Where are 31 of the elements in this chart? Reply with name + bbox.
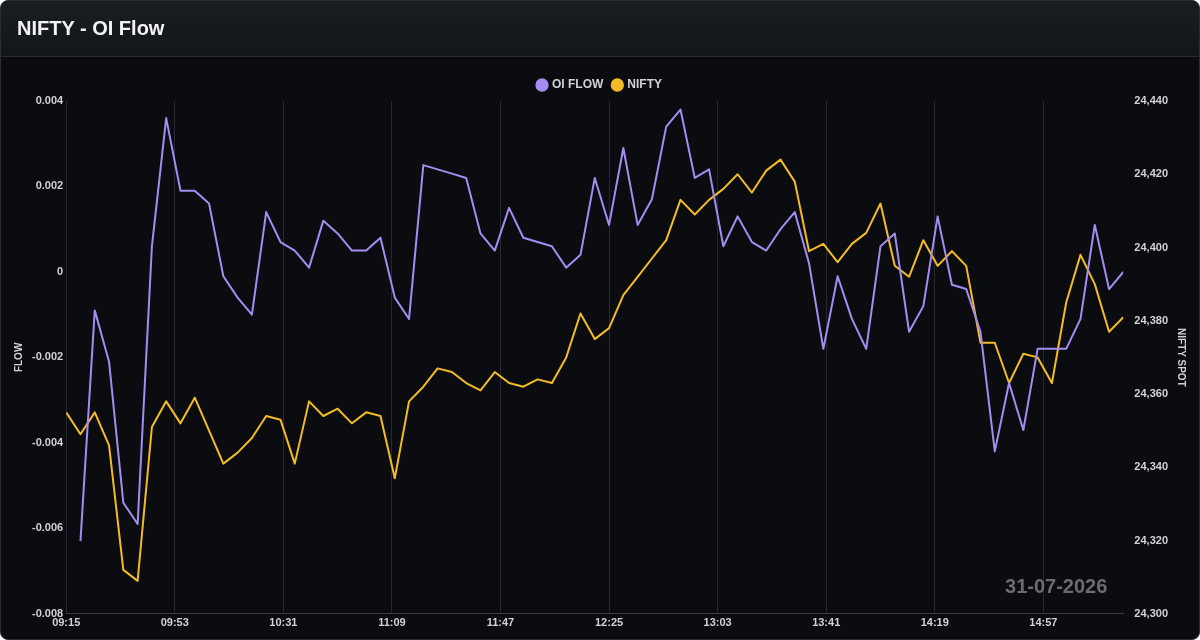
y2-tick-label: 24,340	[1134, 460, 1169, 473]
y-tick-label: 0.002	[35, 179, 64, 192]
x-tick-label: 09:53	[160, 616, 189, 629]
x-tick-label: 09:15	[52, 616, 81, 629]
y2-tick-label: 24,300	[1134, 606, 1169, 619]
chart-title: NIFTY - OI Flow	[17, 17, 165, 40]
annotation: 31-07-2026	[1005, 575, 1108, 598]
y2-axis-title: NIFTY SPOT	[1176, 328, 1188, 387]
x-tick-label: 13:41	[812, 616, 841, 629]
y2-tick-label: 24,400	[1134, 240, 1169, 253]
x-tick-label: 14:19	[920, 616, 949, 629]
x-tick-label: 11:09	[378, 616, 406, 629]
y-tick-label: -0.002	[31, 350, 64, 363]
x-tick-label: 14:57	[1029, 616, 1058, 629]
legend-label: NIFTY	[627, 77, 662, 92]
legend-label: OI FLOW	[552, 77, 604, 92]
y-tick-label: -0.004	[31, 435, 65, 448]
y2-tick-label: 24,360	[1134, 387, 1169, 400]
y-tick-label: 0	[57, 264, 64, 277]
y-tick-label: -0.006	[31, 521, 64, 534]
y-tick-label: 0.004	[35, 94, 65, 107]
y-axis-title: FLOW	[12, 342, 24, 373]
y2-tick-label: 24,320	[1134, 533, 1169, 546]
y-tick-label: -0.008	[31, 606, 64, 619]
x-tick-label: 13:03	[703, 616, 732, 629]
x-tick-label: 10:31	[269, 616, 298, 629]
y2-tick-label: 24,440	[1134, 94, 1169, 107]
y2-tick-label: 24,380	[1134, 313, 1169, 326]
x-tick-label: 11:47	[486, 616, 515, 629]
y2-tick-label: 24,420	[1134, 167, 1169, 180]
x-tick-label: 12:25	[594, 616, 624, 629]
